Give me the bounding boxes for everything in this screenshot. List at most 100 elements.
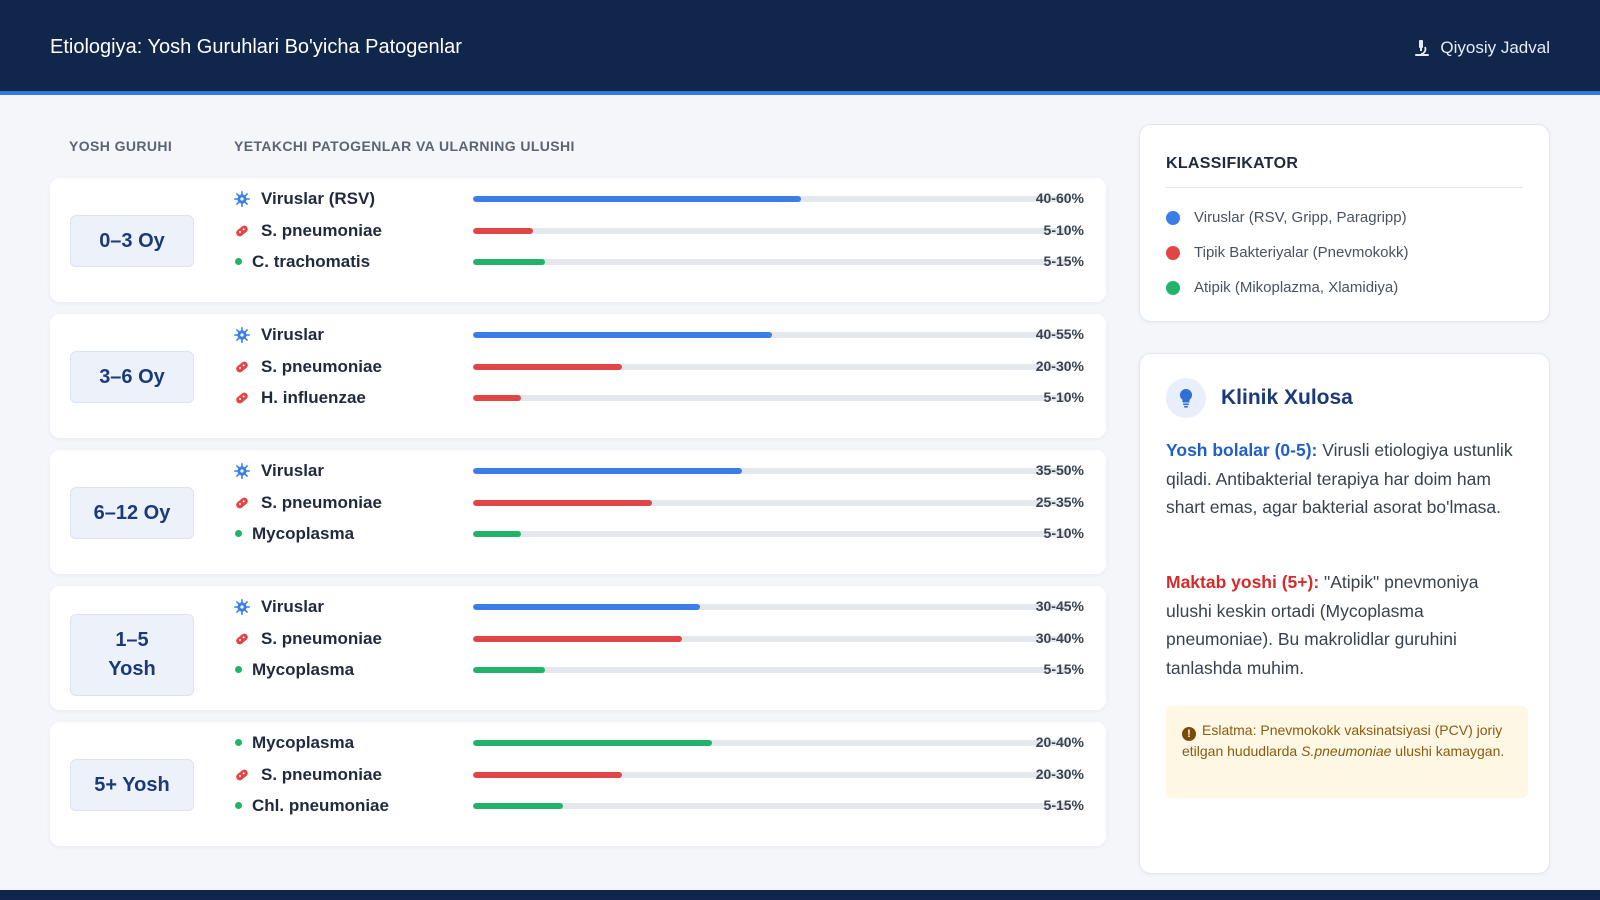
age-group-label: 3–6 Oy (70, 351, 194, 403)
share-percentage: 25-35% (1035, 494, 1084, 510)
virus-icon (234, 463, 250, 479)
dot-icon (235, 666, 242, 673)
note-text-end: ulushi kamaygan. (1391, 743, 1505, 759)
pathogen-name: Mycoplasma (252, 733, 355, 752)
pathogen-row-viruslar: Viruslar 35-50% (234, 460, 1084, 482)
share-bar-track (473, 604, 1070, 610)
pathogen-name: Mycoplasma (252, 660, 355, 679)
pathogens-column-header: YETAKCHI PATOGENLAR VA ULARNING ULUSHI (234, 138, 575, 154)
bacteria-icon (234, 223, 250, 239)
age-group-label: 0–3 Oy (70, 215, 194, 267)
pathogen-row-s-pneumoniae: S. pneumoniae 20-30% (234, 764, 1084, 786)
share-percentage: 5-10% (1043, 222, 1084, 238)
pathogen-name: Viruslar (RSV) (261, 189, 376, 208)
dot-icon (235, 258, 242, 265)
legend-swatch-atypical (1166, 280, 1180, 295)
share-bar-track (473, 531, 1070, 537)
pathogen-name: C. trachomatis (252, 252, 371, 271)
share-percentage: 30-45% (1035, 598, 1084, 614)
pathogen-name: Chl. pneumoniae (252, 796, 389, 815)
legend-label-viral: Viruslar (RSV, Gripp, Paragripp) (1194, 209, 1407, 226)
share-bar-fill (473, 772, 623, 778)
share-bar-fill (473, 468, 742, 474)
share-bar-fill (473, 531, 521, 537)
legend-swatch-viral (1166, 210, 1180, 225)
share-percentage: 40-60% (1035, 190, 1084, 206)
pathogen-row-viruslar-rsv: Viruslar (RSV) 40-60% (234, 188, 1084, 210)
comparison-table-link[interactable]: Qiyosiy Jadval (1413, 38, 1550, 58)
age-group-row: 3–6 Oy Viruslar 40-55% S. pneumoniae 20-30% H… (50, 314, 1106, 438)
age-group-label: 6–12 Oy (70, 487, 194, 539)
bacteria-icon (234, 495, 250, 511)
pathogen-row-c-trachomatis: C. trachomatis 5-15% (234, 251, 1084, 273)
pathogen-row-s-pneumoniae: S. pneumoniae 30-40% (234, 628, 1084, 650)
summary-school-text: "Atipik" pnevmoniya ulushi keskin ortadi… (1166, 572, 1479, 678)
pathogen-row-viruslar: Viruslar 30-45% (234, 596, 1084, 618)
lightbulb-icon (1166, 378, 1206, 418)
summary-school-lead: Maktab yoshi (5+): (1166, 572, 1320, 592)
share-percentage: 30-40% (1035, 630, 1084, 646)
share-bar-track (473, 332, 1070, 338)
share-percentage: 5-10% (1043, 525, 1084, 541)
pathogen-name: Viruslar (261, 461, 325, 480)
share-percentage: 20-30% (1035, 358, 1084, 374)
pathogen-name: Viruslar (261, 325, 325, 344)
legend-item-viral: Viruslar (RSV, Gripp, Paragripp) (1166, 209, 1407, 226)
share-bar-track (473, 395, 1070, 401)
summary-young-text: Virusli etiologiya ustunlik qiladi. Anti… (1166, 440, 1513, 517)
share-bar-fill (473, 395, 521, 401)
header-bar: Etiologiya: Yosh Guruhlari Bo'yicha Pato… (0, 0, 1600, 95)
dot-icon (235, 802, 242, 809)
age-group-list: 0–3 Oy Viruslar (RSV) 40-60% S. pneumoniae 5… (50, 178, 1106, 858)
share-percentage: 5-15% (1043, 253, 1084, 269)
legend-label-bacterial: Tipik Bakteriyalar (Pnevmokokk) (1194, 244, 1409, 261)
share-bar-track (473, 364, 1070, 370)
share-bar-track (473, 228, 1070, 234)
age-group-row: 6–12 Oy Viruslar 35-50% S. pneumoniae 25-35%… (50, 450, 1106, 574)
share-bar-track (473, 500, 1070, 506)
pathogen-row-h-influenzae: H. influenzae 5-10% (234, 387, 1084, 409)
share-bar-fill (473, 259, 545, 265)
share-bar-track (473, 196, 1070, 202)
legend-title: KLASSIFIKATOR (1166, 155, 1299, 172)
pathogen-row-viruslar: Viruslar 40-55% (234, 324, 1084, 346)
share-percentage: 5-10% (1043, 389, 1084, 405)
share-bar-fill (473, 740, 712, 746)
share-bar-track (473, 468, 1070, 474)
share-bar-fill (473, 228, 533, 234)
pathogen-row-mycoplasma: Mycoplasma 20-40% (234, 732, 1084, 754)
share-bar-fill (473, 803, 563, 809)
age-group-label: 1–5 Yosh (70, 614, 194, 696)
pathogen-name: S. pneumoniae (261, 493, 382, 512)
pathogen-name: H. influenzae (261, 388, 366, 407)
dot-icon (235, 739, 242, 746)
summary-young-lead: Yosh bolalar (0-5): (1166, 440, 1318, 460)
legend-divider (1166, 187, 1523, 188)
share-bar-fill (473, 332, 772, 338)
pathogen-name: S. pneumoniae (261, 357, 382, 376)
share-bar-fill (473, 604, 700, 610)
age-group-row: 5+ Yosh Mycoplasma 20-40% S. pneumoniae 20-3… (50, 722, 1106, 846)
legend-label-atypical: Atipik (Mikoplazma, Xlamidiya) (1194, 279, 1399, 296)
share-bar-fill (473, 667, 545, 673)
share-percentage: 20-30% (1035, 766, 1084, 782)
pathogen-name: S. pneumoniae (261, 221, 382, 240)
pathogen-row-mycoplasma: Mycoplasma 5-10% (234, 523, 1084, 545)
share-bar-track (473, 772, 1070, 778)
footer-bar (0, 890, 1600, 900)
share-bar-track (473, 803, 1070, 809)
page-title: Etiologiya: Yosh Guruhlari Bo'yicha Pato… (50, 36, 462, 58)
share-bar-track (473, 740, 1070, 746)
age-group-label: 5+ Yosh (70, 759, 194, 811)
warning-icon: ! (1182, 727, 1196, 741)
share-bar-fill (473, 636, 682, 642)
share-percentage: 20-40% (1035, 734, 1084, 750)
dot-icon (235, 530, 242, 537)
microscope-icon (1415, 40, 1430, 56)
pathogen-name: Mycoplasma (252, 524, 355, 543)
bacteria-icon (234, 767, 250, 783)
clinical-summary-card: Klinik Xulosa Yosh bolalar (0-5): Virusl… (1139, 353, 1550, 874)
bacteria-icon (234, 390, 250, 406)
share-percentage: 35-50% (1035, 462, 1084, 478)
share-bar-fill (473, 500, 653, 506)
